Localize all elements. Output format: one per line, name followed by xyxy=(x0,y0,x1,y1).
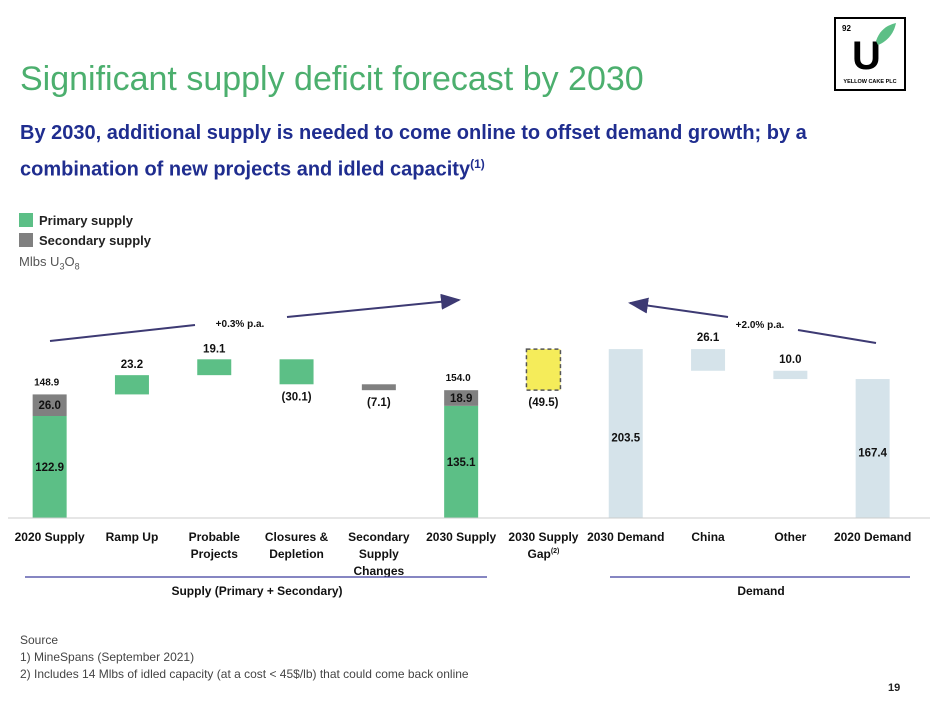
legend-label-primary: Primary supply xyxy=(39,212,133,228)
label-demand-2020-demand: 167.4 xyxy=(858,448,887,460)
bar-change-secondary-supply-changes xyxy=(361,384,396,391)
legend-label-secondary: Secondary supply xyxy=(39,232,151,248)
label-gap-2030-supply-gap: (49.5) xyxy=(528,397,558,409)
bar-demand-2030-demand xyxy=(608,349,643,518)
label-primary-2020-supply: 122.9 xyxy=(35,462,64,474)
bar-demand-change-china xyxy=(691,349,726,371)
label-demand-change-china: 26.1 xyxy=(697,332,720,344)
bar-gap-2030-supply-gap xyxy=(525,348,562,391)
source-heading: Source xyxy=(20,633,59,647)
slide-title: Significant supply deficit forecast by 2… xyxy=(20,60,644,98)
x-tick-label-2030-supply-gap: 2030 Supply Gap(2) xyxy=(508,530,578,561)
waterfall-chart: 122.9 26.0 148.9 23.2 19.1 (30.1) (7.1) 135.1 18… xyxy=(8,293,930,598)
logo-letter: U xyxy=(852,34,881,78)
leaf-icon xyxy=(876,23,896,45)
x-tick-label-2020-supply: 2020 Supply xyxy=(15,530,85,544)
supply-growth-arrow-tail xyxy=(49,324,196,342)
logo-number: 92 xyxy=(842,24,851,33)
x-tick-label-probable-projects: Probable Projects xyxy=(189,530,241,561)
label-primary-2030-supply: 135.1 xyxy=(447,457,476,469)
bar-change-probable-projects xyxy=(197,359,232,376)
label-demand-2030-demand: 203.5 xyxy=(611,433,640,445)
label-demand-change-other: 10.0 xyxy=(779,354,801,366)
x-tick-label-2030-supply: 2030 Supply xyxy=(426,530,496,544)
label-total-2030-supply: 154.0 xyxy=(446,373,471,384)
x-tick-label-closures-depletion: Closures & Depletion xyxy=(265,530,329,561)
demand-growth-annotation: +2.0% p.a. xyxy=(736,320,785,331)
x-tick-label-2020-demand: 2020 Demand xyxy=(834,530,911,544)
subtitle-footnote: (1) xyxy=(470,157,485,171)
label-change-probable-projects: 19.1 xyxy=(203,343,226,355)
label-total-2020-supply: 148.9 xyxy=(34,377,59,388)
label-secondary-2020-supply: 26.0 xyxy=(38,400,60,412)
x-tick-label-ramp-up: Ramp Up xyxy=(106,530,159,544)
legend-swatch-primary xyxy=(19,213,33,227)
group-label-supply: Supply (Primary + Secondary) xyxy=(171,584,342,598)
logo-graphic: 92 U YELLOW CAKE PLC xyxy=(842,23,897,85)
source-note-2: 2) Includes 14 Mlbs of idled capacity (a… xyxy=(20,667,469,681)
source-notes: Source 1) MineSpans (September 2021) 2) … xyxy=(20,632,469,683)
bar-demand-2020-demand xyxy=(855,379,890,518)
slide-subtitle: By 2030, additional supply is needed to … xyxy=(20,118,880,186)
label-change-closures-depletion: (30.1) xyxy=(282,391,312,403)
company-logo: 92 U YELLOW CAKE PLC xyxy=(834,17,906,91)
x-tick-label-secondary-supply-changes: Secondary Supply Changes xyxy=(348,530,410,578)
label-secondary-2030-supply: 18.9 xyxy=(450,393,472,405)
bar-change-ramp-up xyxy=(114,375,149,395)
demand-growth-arrow-tail xyxy=(797,329,877,344)
label-change-secondary-supply-changes: (7.1) xyxy=(367,397,391,409)
source-note-1: 1) MineSpans (September 2021) xyxy=(20,650,195,664)
bar-secondary-2030-supply xyxy=(444,390,479,406)
legend-item-secondary: Secondary supply xyxy=(19,230,151,250)
bar-secondary-2020-supply xyxy=(32,394,67,416)
bar-primary-2030-supply xyxy=(444,405,479,518)
supply-growth-arrow-head xyxy=(286,293,461,318)
chart-legend: Primary supply Secondary supply xyxy=(19,210,151,250)
bar-change-closures-depletion xyxy=(279,359,314,385)
legend-swatch-secondary xyxy=(19,233,33,247)
x-tick-label-other: Other xyxy=(774,530,806,544)
label-change-ramp-up: 23.2 xyxy=(121,359,143,371)
x-tick-label-2030-demand: 2030 Demand xyxy=(587,530,664,544)
page-number: 19 xyxy=(888,682,901,694)
group-label-demand: Demand xyxy=(737,584,784,598)
bar-primary-2020-supply xyxy=(32,415,67,518)
unit-label: Mlbs U3O8 xyxy=(19,254,80,272)
logo-text: YELLOW CAKE PLC xyxy=(843,79,896,85)
bar-demand-change-other xyxy=(773,370,808,380)
demand-growth-arrow-head xyxy=(628,297,729,318)
supply-growth-annotation: +0.3% p.a. xyxy=(216,319,265,330)
x-tick-label-china: China xyxy=(691,530,725,544)
legend-item-primary: Primary supply xyxy=(19,210,151,230)
subtitle-text: By 2030, additional supply is needed to … xyxy=(20,122,807,181)
